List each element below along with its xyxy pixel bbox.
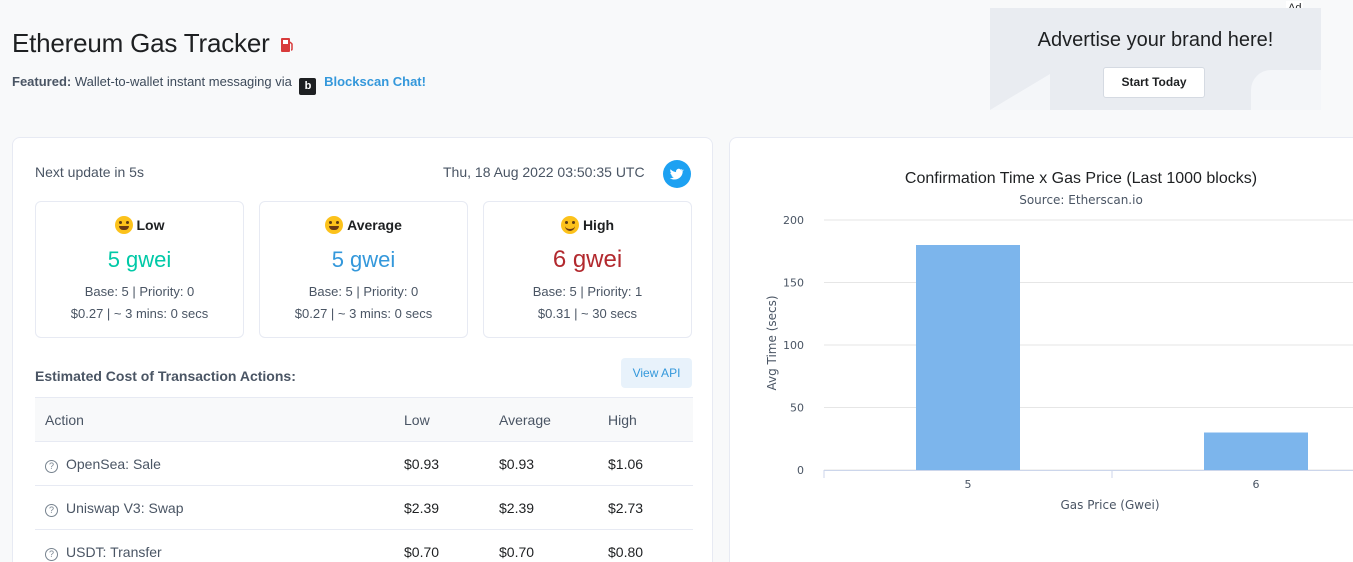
chart-subtitle: Source: Etherscan.io [1019, 193, 1143, 207]
blockscan-chat-link[interactable]: Blockscan Chat! [324, 74, 426, 89]
ad-banner[interactable]: Advertise your brand here! Start Today [990, 8, 1321, 110]
low-label: Low [136, 217, 165, 233]
action-label: OpenSea: Sale [66, 456, 161, 472]
low-cell: $0.70 [404, 544, 440, 560]
action-label: USDT: Transfer [66, 544, 162, 560]
average-label: Average [347, 217, 402, 233]
twitter-share-button[interactable] [663, 160, 691, 188]
low-cost: $0.27 | ~ 3 mins: 0 secs [70, 306, 209, 321]
high-cell: $2.73 [608, 500, 644, 516]
grin-emoji-icon [114, 216, 133, 234]
low-price-box: Low 5 gwei Base: 5 | Priority: 0 $0.27 |… [35, 201, 244, 338]
view-api-button[interactable]: View API [621, 358, 692, 388]
chart-plot: Avg Time (secs) Gas Price (Gwei) 0 50 100 1… [765, 214, 1353, 512]
action-cell: ? USDT: Transfer [45, 530, 162, 562]
table-row: ? Uniswap V3: Swap $2.39 $2.39 $2.73 [35, 486, 693, 530]
average-cost: $0.27 | ~ 3 mins: 0 secs [294, 306, 433, 321]
action-label: Uniswap V3: Swap [66, 500, 184, 516]
timestamp: Thu, 18 Aug 2022 03:50:35 UTC [443, 164, 645, 180]
bar [916, 245, 1020, 470]
gas-tracker-card: Next update in 5s Thu, 18 Aug 2022 03:50… [12, 137, 713, 562]
x-tick-label: 6 [1253, 478, 1260, 491]
average-cell: $0.93 [499, 456, 535, 472]
featured-text: Wallet-to-wallet instant messaging via [74, 74, 292, 89]
bar [1204, 432, 1308, 470]
table-row: ? USDT: Transfer $0.70 $0.70 $0.80 [35, 530, 693, 562]
low-cell: $2.39 [404, 500, 440, 516]
blockscan-logo-icon: b [299, 78, 317, 95]
page-header: Ethereum Gas Tracker [12, 28, 294, 59]
smile-emoji-icon [325, 216, 344, 234]
average-header: Average [260, 216, 467, 234]
twitter-icon [669, 168, 684, 180]
y-tick-label: 100 [783, 339, 804, 352]
low-gwei: 5 gwei [107, 247, 172, 272]
table-header: Action Low Average High [35, 397, 693, 442]
low-base: Base: 5 | Priority: 0 [84, 284, 195, 299]
high-header: High [484, 216, 691, 234]
question-icon[interactable]: ? [45, 548, 58, 561]
ad-decoration [1251, 70, 1321, 110]
y-tick-label: 150 [783, 277, 804, 290]
featured-banner: Featured: Wallet-to-wallet instant messa… [12, 74, 426, 95]
high-cell: $1.06 [608, 456, 644, 472]
high-base: Base: 5 | Priority: 1 [532, 284, 643, 299]
next-update-text: Next update in 5s [35, 164, 144, 180]
col-average: Average [499, 412, 551, 428]
high-cost: $0.31 | ~ 30 secs [537, 306, 638, 321]
y-tick-label: 0 [797, 464, 804, 477]
chart-card: Confirmation Time x Gas Price (Last 1000… [729, 137, 1353, 562]
high-price-box: High 6 gwei Base: 5 | Priority: 1 $0.31 … [483, 201, 692, 338]
col-low: Low [404, 412, 430, 428]
y-tick-label: 50 [790, 402, 804, 415]
slight-smile-emoji-icon [560, 216, 579, 234]
x-tick-label: 5 [965, 478, 972, 491]
average-cell: $0.70 [499, 544, 535, 560]
action-cell: ? OpenSea: Sale [45, 442, 161, 486]
col-action: Action [45, 412, 84, 428]
high-cell: $0.80 [608, 544, 644, 560]
high-label: High [582, 217, 615, 233]
ad-headline: Advertise your brand here! [1037, 29, 1274, 51]
question-icon[interactable]: ? [45, 460, 58, 473]
col-high: High [608, 412, 637, 428]
action-cell: ? Uniswap V3: Swap [45, 486, 184, 530]
high-gwei: 6 gwei [552, 246, 623, 273]
average-base: Base: 5 | Priority: 0 [308, 284, 419, 299]
question-icon[interactable]: ? [45, 504, 58, 517]
start-today-button[interactable]: Start Today [1103, 67, 1205, 98]
page-title: Ethereum Gas Tracker [12, 28, 270, 58]
x-axis-label: Gas Price (Gwei) [1061, 498, 1160, 512]
y-axis-label: Avg Time (secs) [765, 295, 779, 390]
ad-decoration [990, 74, 1050, 110]
gas-pump-icon [280, 36, 294, 53]
average-gwei: 5 gwei [331, 247, 396, 272]
estimate-title: Estimated Cost of Transaction Actions: [35, 368, 296, 384]
low-header: Low [36, 216, 243, 234]
table-row: ? OpenSea: Sale $0.93 $0.93 $1.06 [35, 442, 693, 486]
y-tick-label: 200 [783, 214, 804, 227]
average-cell: $2.39 [499, 500, 535, 516]
featured-label: Featured: [12, 74, 72, 89]
low-cell: $0.93 [404, 456, 440, 472]
chart-title: Confirmation Time x Gas Price (Last 1000… [904, 170, 1258, 187]
average-price-box: Average 5 gwei Base: 5 | Priority: 0 $0.… [259, 201, 468, 338]
